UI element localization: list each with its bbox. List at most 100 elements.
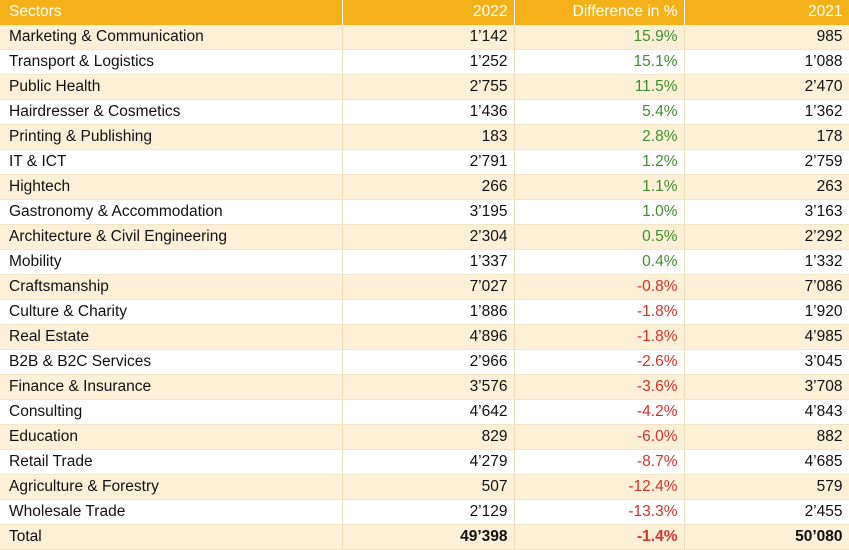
table-row: Finance & Insurance 3’576 -3.6% 3’708 (0, 374, 849, 400)
value-2021-cell: 7’086 (684, 274, 849, 300)
table-row: Printing & Publishing 183 2.8% 178 (0, 124, 849, 150)
table-row: Architecture & Civil Engineering 2’304 0.5… (0, 224, 849, 250)
difference-cell: 15.9% (514, 24, 685, 50)
difference-cell: 1.0% (514, 199, 685, 225)
sector-cell: Mobility (0, 249, 343, 275)
sector-cell: Retail Trade (0, 449, 343, 475)
header-difference: Difference in % (514, 0, 685, 25)
value-2021-cell: 3’708 (684, 374, 849, 400)
difference-cell: 2.8% (514, 124, 685, 150)
value-2022-cell: 1’436 (342, 99, 515, 125)
difference-cell: -6.0% (514, 424, 685, 450)
table-row: Hightech 266 1.1% 263 (0, 174, 849, 200)
sector-cell: Marketing & Communication (0, 24, 343, 50)
difference-cell: 1.1% (514, 174, 685, 200)
sector-cell: Hightech (0, 174, 343, 200)
difference-cell: -13.3% (514, 499, 685, 525)
value-2022-cell: 4’279 (342, 449, 515, 475)
value-2022-cell: 829 (342, 424, 515, 450)
table-row: Hairdresser & Cosmetics 1’436 5.4% 1’362 (0, 99, 849, 125)
sector-cell: Culture & Charity (0, 299, 343, 325)
value-2022-cell: 266 (342, 174, 515, 200)
value-2021-cell: 3’163 (684, 199, 849, 225)
value-2021-cell: 263 (684, 174, 849, 200)
sector-cell: Finance & Insurance (0, 374, 343, 400)
table-row: Gastronomy & Accommodation 3’195 1.0% 3’163 (0, 199, 849, 225)
value-2021-cell: 1’088 (684, 49, 849, 75)
value-2022-cell: 2’755 (342, 74, 515, 100)
value-2022-cell: 2’304 (342, 224, 515, 250)
sector-cell: Transport & Logistics (0, 49, 343, 75)
table-row: Mobility 1’337 0.4% 1’332 (0, 249, 849, 275)
value-2022-cell: 1’252 (342, 49, 515, 75)
table-row: Retail Trade 4’279 -8.7% 4’685 (0, 449, 849, 475)
difference-cell: -8.7% (514, 449, 685, 475)
value-2021-cell: 1’362 (684, 99, 849, 125)
value-2021-cell: 985 (684, 24, 849, 50)
sector-cell: Education (0, 424, 343, 450)
difference-cell: 0.5% (514, 224, 685, 250)
total-value-2021-cell: 50’080 (684, 523, 849, 550)
total-value-2022-cell: 49’398 (342, 523, 515, 550)
value-2022-cell: 1’142 (342, 24, 515, 50)
difference-cell: 11.5% (514, 74, 685, 100)
sector-cell: Gastronomy & Accommodation (0, 199, 343, 225)
header-2022: 2022 (342, 0, 515, 25)
sector-cell: Real Estate (0, 324, 343, 350)
value-2022-cell: 4’642 (342, 399, 515, 425)
sector-cell: Craftsmanship (0, 274, 343, 300)
sector-cell: Consulting (0, 399, 343, 425)
value-2021-cell: 4’843 (684, 399, 849, 425)
value-2021-cell: 2’470 (684, 74, 849, 100)
value-2022-cell: 2’129 (342, 499, 515, 525)
table-row: Marketing & Communication 1’142 15.9% 985 (0, 24, 849, 50)
sector-cell: Wholesale Trade (0, 499, 343, 525)
difference-cell: -4.2% (514, 399, 685, 425)
table-row: Real Estate 4’896 -1.8% 4’985 (0, 324, 849, 350)
sector-cell: Agriculture & Forestry (0, 474, 343, 500)
value-2022-cell: 4’896 (342, 324, 515, 350)
table-row: Wholesale Trade 2’129 -13.3% 2’455 (0, 499, 849, 525)
header-sectors: Sectors (0, 0, 343, 25)
sector-cell: B2B & B2C Services (0, 349, 343, 375)
table-row: Craftsmanship 7’027 -0.8% 7’086 (0, 274, 849, 300)
header-2021: 2021 (684, 0, 849, 25)
header-row: Sectors 2022 Difference in % 2021 (0, 0, 849, 25)
value-2021-cell: 1’920 (684, 299, 849, 325)
table-row: Transport & Logistics 1’252 15.1% 1’088 (0, 49, 849, 75)
difference-cell: -1.8% (514, 324, 685, 350)
value-2021-cell: 4’685 (684, 449, 849, 475)
value-2022-cell: 3’576 (342, 374, 515, 400)
value-2022-cell: 507 (342, 474, 515, 500)
total-row: Total 49’398 -1.4% 50’080 (0, 523, 849, 550)
value-2021-cell: 2’759 (684, 149, 849, 175)
difference-cell: 1.2% (514, 149, 685, 175)
value-2022-cell: 183 (342, 124, 515, 150)
difference-cell: -12.4% (514, 474, 685, 500)
difference-cell: -2.6% (514, 349, 685, 375)
table-row: Education 829 -6.0% 882 (0, 424, 849, 450)
table-row: B2B & B2C Services 2’966 -2.6% 3’045 (0, 349, 849, 375)
sector-cell: IT & ICT (0, 149, 343, 175)
sector-cell: Printing & Publishing (0, 124, 343, 150)
total-difference-cell: -1.4% (514, 523, 685, 550)
difference-cell: 15.1% (514, 49, 685, 75)
difference-cell: -1.8% (514, 299, 685, 325)
sector-cell: Hairdresser & Cosmetics (0, 99, 343, 125)
value-2021-cell: 882 (684, 424, 849, 450)
sector-cell: Public Health (0, 74, 343, 100)
value-2022-cell: 7’027 (342, 274, 515, 300)
value-2021-cell: 1’332 (684, 249, 849, 275)
difference-cell: -0.8% (514, 274, 685, 300)
table-row: IT & ICT 2’791 1.2% 2’759 (0, 149, 849, 175)
value-2021-cell: 2’455 (684, 499, 849, 525)
difference-cell: -3.6% (514, 374, 685, 400)
table-row: Culture & Charity 1’886 -1.8% 1’920 (0, 299, 849, 325)
table-row: Agriculture & Forestry 507 -12.4% 579 (0, 474, 849, 500)
value-2021-cell: 178 (684, 124, 849, 150)
difference-cell: 5.4% (514, 99, 685, 125)
value-2022-cell: 3’195 (342, 199, 515, 225)
value-2022-cell: 2’966 (342, 349, 515, 375)
difference-cell: 0.4% (514, 249, 685, 275)
